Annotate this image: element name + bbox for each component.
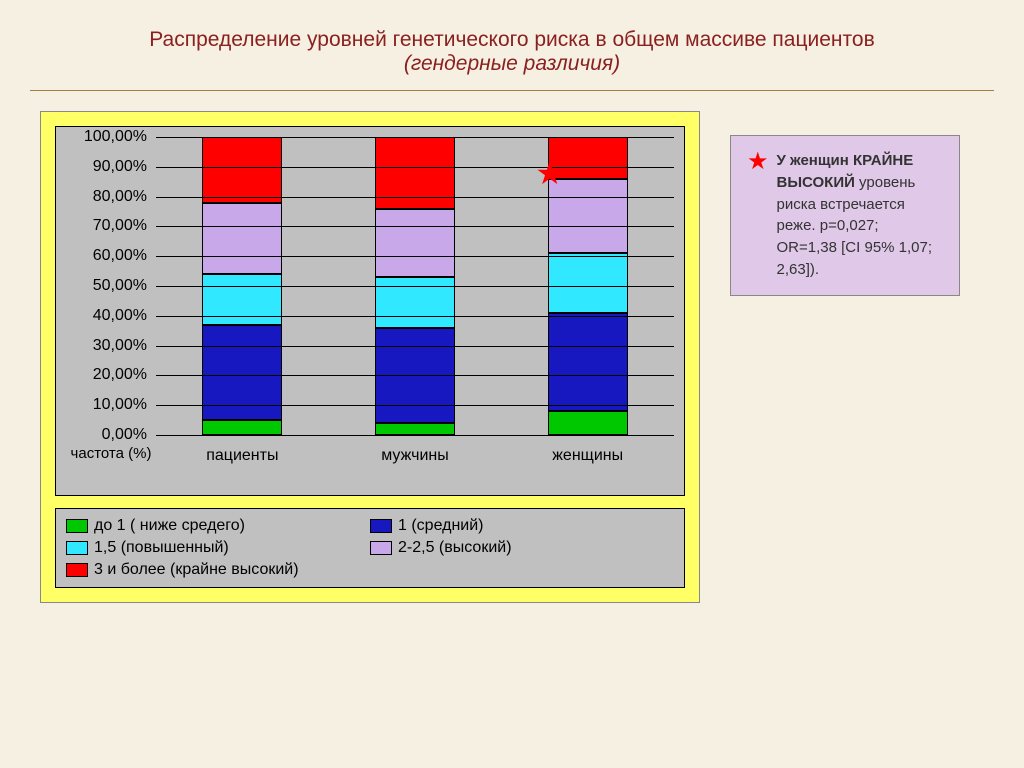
y-tick-label: 100,00% [84, 128, 147, 146]
gridline [156, 375, 674, 376]
gridline [156, 286, 674, 287]
legend-label: 1,5 (повышенный) [94, 539, 229, 557]
legend-swatch [66, 519, 88, 533]
gridline [156, 316, 674, 317]
y-tick-label: 90,00% [93, 158, 147, 176]
bar-segment [202, 274, 282, 325]
bar-segment [202, 420, 282, 435]
gridline [156, 256, 674, 257]
legend-swatch [370, 541, 392, 555]
y-tick-label: 10,00% [93, 396, 147, 414]
bar-segment [202, 137, 282, 203]
legend-label: 2-2,5 (высокий) [398, 539, 512, 557]
legend-label: 3 и более (крайне высокий) [94, 561, 299, 579]
x-axis-title: частота (%) [66, 445, 156, 463]
bar-segment [375, 209, 455, 278]
chart-panel: 0,00% 10,00% 20,00% 30,00% 40,00% 50,00% 60,00… [40, 111, 700, 603]
gridline [156, 167, 674, 168]
y-tick-label: 30,00% [93, 337, 147, 355]
bar-segment [375, 277, 455, 328]
legend-item: 1 (средний) [370, 515, 674, 537]
title-line-2: (гендерные различия) [20, 52, 1004, 76]
bar-segment [548, 253, 628, 313]
x-axis-title-text: частота (%) [71, 445, 152, 462]
legend-label: до 1 ( ниже средего) [94, 517, 245, 535]
y-tick-label: 40,00% [93, 307, 147, 325]
legend-swatch [370, 519, 392, 533]
x-tick-label: мужчины [381, 447, 449, 465]
plot-area: 0,00% 10,00% 20,00% 30,00% 40,00% 50,00% 60,00… [55, 126, 685, 496]
gridline [156, 405, 674, 406]
legend-item: до 1 ( ниже средего) [66, 515, 370, 537]
x-tick-label: женщины [552, 447, 623, 465]
legend-label: 1 (средний) [398, 517, 484, 535]
y-tick-label: 0,00% [102, 426, 147, 444]
gridline [156, 226, 674, 227]
legend-item: 1,5 (повышенный) [66, 537, 370, 559]
gridline [156, 435, 674, 436]
bar-segment [375, 137, 455, 209]
y-axis-labels: 0,00%10,00%20,00%30,00%40,00%50,00%60,00… [56, 137, 151, 435]
grid-area: ★ [156, 137, 674, 435]
bar-segment [548, 411, 628, 435]
x-tick-label: пациенты [206, 447, 278, 465]
y-tick-label: 50,00% [93, 277, 147, 295]
y-tick-label: 70,00% [93, 217, 147, 235]
y-tick-label: 80,00% [93, 188, 147, 206]
gridline [156, 346, 674, 347]
legend: до 1 ( ниже средего) 1 (средний) 1,5 (повы… [55, 508, 685, 588]
star-icon: ★ [535, 154, 564, 192]
legend-swatch [66, 563, 88, 577]
bar-segment [548, 313, 628, 411]
y-tick-label: 60,00% [93, 247, 147, 265]
bar-segment [375, 423, 455, 435]
content-row: 0,00% 10,00% 20,00% 30,00% 40,00% 50,00% 60,00… [0, 91, 1024, 603]
bar-segment [202, 203, 282, 275]
annotation-box: ★ У женщин КРАЙНЕ ВЫСОКИЙ уровень риска … [730, 135, 960, 296]
title-line-1: Распределение уровней генетического риск… [20, 28, 1004, 52]
annotation-text: У женщин КРАЙНЕ ВЫСОКИЙ уровень риска вс… [777, 150, 943, 281]
legend-item: 3 и более (крайне высокий) [66, 559, 674, 581]
x-axis-labels: частота (%) пациентымужчиныженщины [156, 439, 674, 495]
y-tick-label: 20,00% [93, 366, 147, 384]
gridline [156, 197, 674, 198]
star-icon: ★ [747, 150, 769, 174]
legend-swatch [66, 541, 88, 555]
gridline [156, 137, 674, 138]
legend-item: 2-2,5 (высокий) [370, 537, 674, 559]
title-block: Распределение уровней генетического риск… [0, 0, 1024, 84]
